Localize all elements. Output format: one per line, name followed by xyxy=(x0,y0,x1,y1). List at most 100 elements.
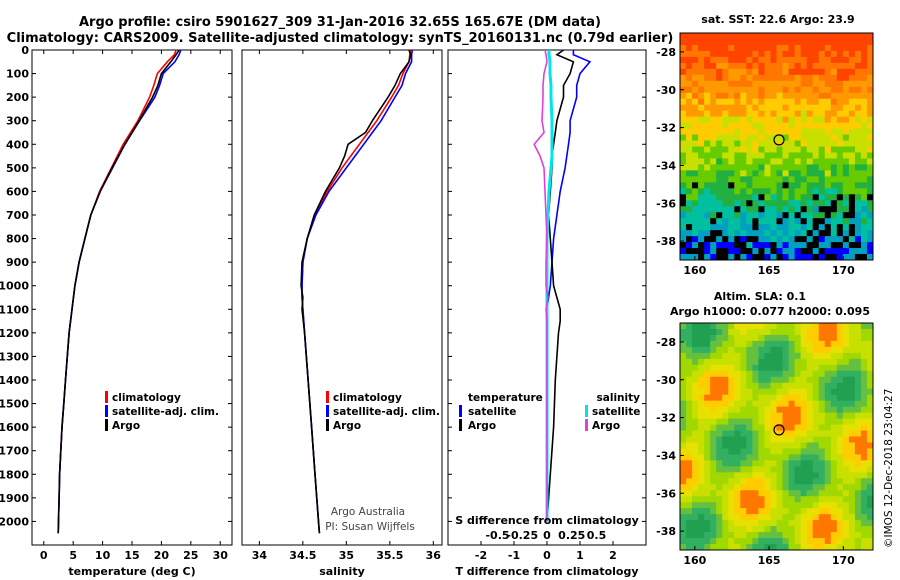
map-cell xyxy=(728,62,735,70)
map-cell xyxy=(788,170,795,177)
map-cell xyxy=(746,400,753,408)
map-cell xyxy=(836,200,844,207)
map-cell xyxy=(854,74,862,82)
map-cell xyxy=(716,436,723,443)
map-cell xyxy=(758,98,765,106)
map-cell xyxy=(824,62,832,70)
map-cell xyxy=(752,328,759,336)
map-cell xyxy=(794,170,802,177)
map-cell xyxy=(794,122,802,129)
map-cell xyxy=(746,448,753,455)
map-cell xyxy=(740,200,747,207)
x-tick-label: 0 xyxy=(543,549,551,562)
map-cell xyxy=(836,212,844,219)
map-cell xyxy=(692,218,699,225)
map-cell xyxy=(824,230,832,237)
map-cell xyxy=(854,406,862,413)
map-cell xyxy=(734,478,741,485)
map-cell xyxy=(806,242,814,249)
map-cell xyxy=(824,218,832,225)
map-cell xyxy=(842,206,850,213)
map-cell xyxy=(764,182,771,189)
map-cell xyxy=(704,346,711,354)
map-cell xyxy=(866,352,874,360)
map-cell xyxy=(800,454,808,461)
map-cell xyxy=(770,188,777,195)
map-cell xyxy=(806,170,814,177)
map-cell xyxy=(782,254,789,261)
map-cell xyxy=(866,520,874,527)
legend-swatch-t-satellite xyxy=(459,405,462,417)
map-cell xyxy=(830,128,838,135)
map-cell xyxy=(836,146,844,153)
map-cell xyxy=(692,134,699,141)
map-cell xyxy=(854,508,862,515)
map-cell xyxy=(818,358,826,366)
map-cell xyxy=(704,490,711,497)
map-cell xyxy=(842,346,850,354)
map-cell xyxy=(836,194,844,201)
map-cell xyxy=(806,176,814,183)
map-cell xyxy=(812,56,820,64)
map-cell xyxy=(770,496,777,503)
map-cell xyxy=(710,74,717,82)
map-cell xyxy=(704,140,711,147)
map-cell xyxy=(824,340,832,348)
map-cell xyxy=(770,418,777,425)
map-cell xyxy=(800,388,808,396)
map-cell xyxy=(740,194,747,201)
map-cell xyxy=(812,406,820,413)
y-tick-label: -34 xyxy=(656,449,676,462)
map-cell xyxy=(680,254,687,261)
map-cell xyxy=(800,122,808,129)
map-cell xyxy=(836,358,844,366)
map-cell xyxy=(776,56,783,64)
map-cell xyxy=(770,388,777,396)
map-cell xyxy=(848,508,856,515)
map-cell xyxy=(722,104,729,112)
map-cell xyxy=(764,340,771,348)
map-cell xyxy=(722,358,729,366)
map-cell xyxy=(806,92,814,100)
map-cell xyxy=(806,478,814,485)
map-cell xyxy=(812,340,820,348)
map-cell xyxy=(800,448,808,455)
map-cell xyxy=(800,38,808,46)
map-cell xyxy=(680,248,687,255)
map-cell xyxy=(848,236,856,243)
map-cell xyxy=(686,430,693,437)
map-cell xyxy=(680,346,687,354)
map-cell xyxy=(716,224,723,231)
map-cell xyxy=(800,110,808,118)
map-cell xyxy=(710,394,717,402)
argo-location-marker xyxy=(773,134,785,146)
map-cell xyxy=(800,50,808,58)
map-cell xyxy=(722,98,729,106)
map-cell xyxy=(860,104,868,112)
map-cell xyxy=(836,242,844,249)
map-cell xyxy=(770,406,777,413)
map-cell xyxy=(830,358,838,366)
map-cell xyxy=(824,33,832,40)
map-cell xyxy=(692,86,699,94)
map-cell xyxy=(836,38,844,46)
map-cell xyxy=(734,538,741,545)
map-cell xyxy=(794,364,802,372)
map-cell xyxy=(722,56,729,64)
map-cell xyxy=(860,98,868,106)
map-cell xyxy=(728,200,735,207)
map-cell xyxy=(710,490,717,497)
map-cell xyxy=(812,206,820,213)
map-cell xyxy=(692,394,699,402)
map-cell xyxy=(710,484,717,491)
map-cell xyxy=(716,526,723,533)
map-cell xyxy=(680,104,687,112)
map-cell xyxy=(722,352,729,360)
map-cell xyxy=(692,328,699,336)
map-cell xyxy=(842,340,850,348)
map-cell xyxy=(818,544,826,551)
map-cell xyxy=(716,460,723,467)
map-cell xyxy=(752,388,759,396)
map-cell xyxy=(758,538,765,545)
map-cell xyxy=(758,248,765,255)
